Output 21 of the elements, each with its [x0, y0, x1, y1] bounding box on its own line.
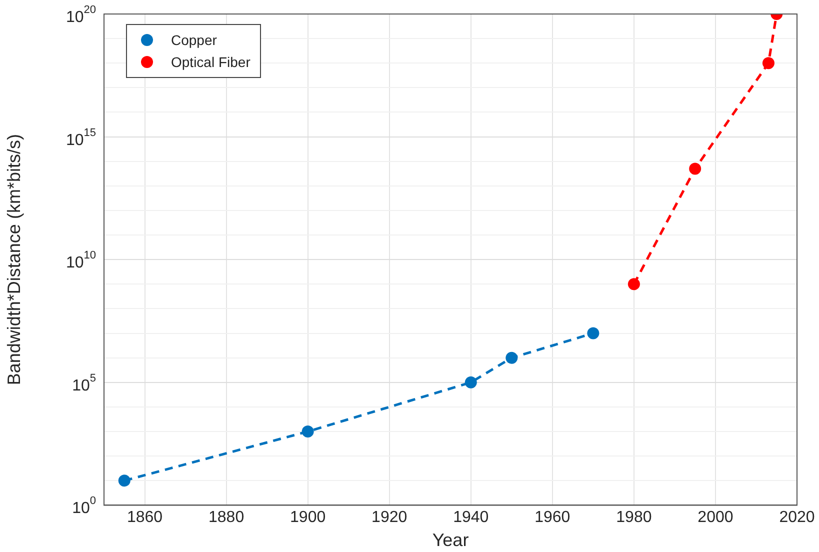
point	[118, 474, 130, 487]
point	[689, 162, 702, 175]
legend-label: Optical Fiber	[171, 54, 250, 70]
y-axis-title: Bandwidth*Distance (km*bits/s)	[4, 134, 24, 386]
point	[302, 426, 314, 438]
x-tick-label: 1980	[616, 509, 652, 526]
x-tick-label: 1920	[372, 509, 408, 526]
x-tick-label: 2000	[698, 509, 734, 526]
x-tick-label: 1960	[534, 509, 570, 526]
x-tick-label: 2020	[779, 509, 815, 526]
point	[587, 327, 600, 340]
point	[506, 352, 518, 364]
x-tick-label: 1880	[208, 509, 244, 526]
point	[628, 278, 640, 290]
x-tick-label: 1900	[290, 509, 326, 526]
x-tick-label: 1940	[453, 509, 489, 526]
x-tick-label: 1860	[126, 509, 163, 526]
legend-label: Copper	[171, 32, 217, 48]
point	[464, 376, 477, 388]
x-axis-title: Year	[432, 530, 469, 550]
point	[762, 57, 774, 70]
